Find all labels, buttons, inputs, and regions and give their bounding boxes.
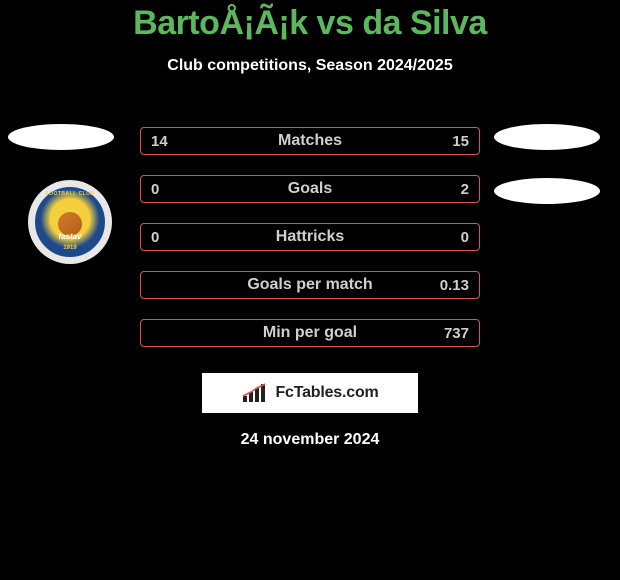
bar-chart-icon <box>241 382 269 404</box>
stat-label: Matches <box>278 132 342 150</box>
club-badge-top-text: FOOTBALL CLUB <box>46 191 95 197</box>
stat-right-value: 2 <box>461 181 469 198</box>
player1-ellipse <box>8 124 114 150</box>
stat-right-value: 15 <box>452 133 469 150</box>
stat-left-value: 0 <box>151 181 159 198</box>
stat-label: Goals per match <box>247 276 372 294</box>
club-badge-year: 1919 <box>63 245 76 251</box>
stat-label: Min per goal <box>263 324 357 342</box>
subtitle: Club competitions, Season 2024/2025 <box>0 57 620 75</box>
stat-right-value: 737 <box>444 325 469 342</box>
player2-ellipse-top <box>494 124 600 150</box>
stat-row-goals-per-match: Goals per match 0.13 <box>140 271 480 299</box>
stat-row-goals: 0 Goals 2 <box>140 175 480 203</box>
stat-row-hattricks: 0 Hattricks 0 <box>140 223 480 251</box>
stat-row-matches: 14 Matches 15 <box>140 127 480 155</box>
stat-label: Goals <box>288 180 332 198</box>
stat-label: Hattricks <box>276 228 344 246</box>
page-title: BartoÅ¡Ã¡k vs da Silva <box>0 0 620 43</box>
player2-ellipse-mid <box>494 178 600 204</box>
stat-left-value: 0 <box>151 229 159 246</box>
stat-row-min-per-goal: Min per goal 737 <box>140 319 480 347</box>
club-badge-name: fastav <box>58 232 81 241</box>
stat-right-value: 0 <box>461 229 469 246</box>
fctables-logo[interactable]: FcTables.com <box>202 373 418 413</box>
fctables-logo-text: FcTables.com <box>275 384 378 402</box>
stat-left-value: 14 <box>151 133 168 150</box>
stat-right-value: 0.13 <box>440 277 469 294</box>
date: 24 november 2024 <box>0 431 620 449</box>
club-badge: FOOTBALL CLUB fastav 1919 <box>28 180 112 264</box>
